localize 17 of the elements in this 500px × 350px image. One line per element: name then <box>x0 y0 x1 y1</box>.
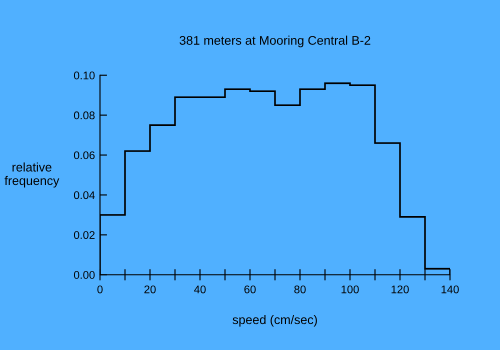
x-tick-label: 40 <box>194 285 206 294</box>
x-tick-label: 120 <box>392 285 409 294</box>
y-tick-label: 0.06 <box>74 151 95 160</box>
x-tick-label: 100 <box>342 285 359 294</box>
y-tick-label: 0.02 <box>74 231 95 239</box>
chart-title: 381 meters at Mooring Central B-2 <box>180 36 370 48</box>
y-tick-label: 0.10 <box>74 72 95 80</box>
y-tick-label: 0.04 <box>74 191 95 200</box>
x-tick-label: 80 <box>294 285 306 294</box>
x-axis-title: speed (cm/sec) <box>232 314 317 327</box>
x-tick-label: 140 <box>442 285 459 294</box>
y-axis-title: relative frequency <box>4 162 60 188</box>
y-tick-label: 0.00 <box>74 271 95 279</box>
x-tick-label: 60 <box>244 285 256 294</box>
y-tick-label: 0.08 <box>74 111 95 120</box>
x-tick-label: 20 <box>144 285 156 294</box>
x-tick-label: 0 <box>97 285 103 294</box>
